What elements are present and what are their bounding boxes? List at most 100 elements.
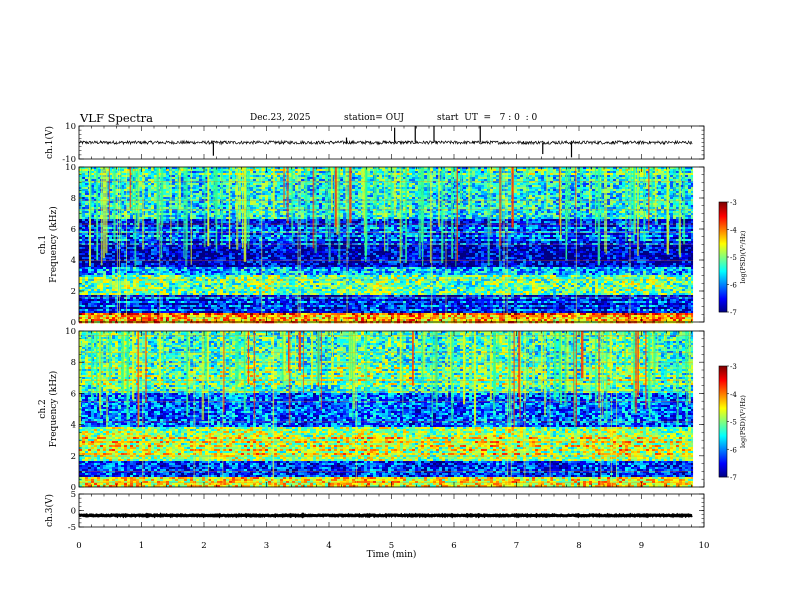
ch1-spectrogram-streak — [292, 167, 293, 242]
ch2-spectrogram-streak — [648, 331, 649, 408]
ch1-spectrogram-streak — [362, 167, 364, 218]
ch2-spectrogram-streak — [451, 331, 453, 421]
ch2-spectrogram-streak — [633, 331, 635, 412]
ch2-spectrogram-streak — [494, 331, 496, 397]
ch2-spectrogram-colorbar — [719, 366, 727, 477]
ch2-spectrogram-streak — [139, 331, 140, 426]
ch2-spectrogram-streak — [365, 331, 367, 397]
ch1-spectrogram-streak — [161, 167, 162, 258]
ch1-spectrogram-streak — [137, 167, 138, 226]
ch2-spectrogram-streak — [321, 331, 322, 410]
ch2-spectrogram-streak — [576, 331, 577, 426]
ch2-spectrogram-streak — [544, 331, 546, 416]
x-tick-label: 6 — [451, 541, 456, 551]
ch2-spectrogram-ylabel2: Frequency (kHz) — [48, 371, 59, 448]
ch1-spectrogram-streak — [625, 167, 626, 242]
ch1-spectrogram-streak — [157, 167, 159, 240]
ch1-spectrogram-streak — [331, 167, 333, 213]
ch2-spectrogram-streak — [602, 331, 603, 418]
colorbar-tick-label: -5 — [730, 254, 737, 262]
ch2-spectrogram-streak — [595, 331, 597, 403]
ch2-spectrogram-streak — [474, 331, 476, 425]
ch2-spectrogram-streak — [637, 331, 639, 397]
ch2-spectrogram-streak — [127, 331, 128, 407]
ch2-spectrogram-streak — [573, 331, 574, 421]
ch1-spectrogram-streak — [637, 167, 639, 256]
ch1-spectrogram-streak — [568, 167, 569, 222]
y-tick-label: 10 — [65, 163, 76, 173]
ch1-spectrogram-streak — [633, 167, 635, 210]
ch2-spectrogram-streak — [649, 331, 651, 418]
ch2-spectrogram-streak — [109, 331, 111, 379]
ch2-spectrogram-streak — [432, 331, 433, 426]
ch1-spectrogram-streak — [679, 167, 680, 257]
ch1-spectrogram-streak — [651, 167, 653, 212]
ch1-spectrogram-streak — [601, 167, 602, 222]
ch1-spectrogram-streak — [213, 167, 215, 206]
ch1-spectrogram-streak — [349, 167, 351, 223]
ch1-spectrogram-streak — [313, 167, 315, 248]
y-tick-label: 0 — [71, 507, 76, 517]
ch2-spectrogram-streak — [598, 331, 599, 408]
y-tick-label: 4 — [71, 256, 76, 266]
ch2-spectrogram-ylabel: ch.2 — [38, 399, 48, 418]
ch1-spectrogram-streak — [345, 167, 347, 212]
ch2-spectrogram-streak — [559, 331, 561, 393]
ch1-spectrogram-streak — [215, 167, 216, 224]
ch1-spectrogram-streak — [236, 167, 238, 250]
ch2-spectrogram-streak — [248, 331, 249, 384]
ch2-spectrogram-streak — [353, 331, 355, 409]
ch1-spectrogram-streak — [451, 167, 453, 259]
ch2-spectrogram-streak — [541, 331, 543, 392]
ch2-spectrogram-streak — [653, 331, 655, 385]
ch1-spectrogram-streak — [394, 167, 396, 216]
ch1-spectrogram-streak — [132, 167, 133, 214]
colorbar-tick-label: -7 — [730, 309, 737, 317]
ch2-spectrogram-streak — [288, 331, 289, 371]
ch1-spectrogram-streak — [179, 167, 181, 209]
ch2-spectrogram-streak — [332, 331, 333, 383]
x-tick-label: 1 — [139, 541, 144, 551]
ch1-spectrogram-streak — [284, 167, 285, 208]
ch2-spectrogram-streak — [436, 331, 438, 410]
ch1-spectrogram-streak — [314, 167, 316, 253]
ch2-spectrogram-streak — [186, 331, 188, 416]
colorbar-tick-label: -7 — [730, 474, 737, 482]
ch2-spectrogram-streak — [497, 331, 499, 365]
x-tick-label: 10 — [699, 541, 710, 551]
ch1-spectrogram-streak — [305, 167, 306, 212]
ch2-spectrogram-streak — [561, 331, 562, 387]
ch1-spectrogram-streak — [526, 167, 528, 226]
ch2-spectrogram-streak — [412, 331, 414, 386]
ch2-spectrogram-streak — [91, 331, 93, 398]
ch1-spectrogram-streak — [207, 167, 209, 246]
ch2-spectrogram-streak — [645, 331, 646, 409]
y-tick-label: -5 — [68, 523, 76, 533]
x-tick-label: 7 — [514, 541, 519, 551]
ch2-spectrogram-streak — [422, 331, 423, 388]
ch2-spectrogram-streak — [159, 331, 161, 387]
y-tick-label: 5 — [71, 490, 76, 500]
vlf-spectra-figure: 10-10ch.1(V)-3-4-5-6-7log(PSD)(V²/Hz)024… — [0, 0, 792, 612]
ch1-spectrogram-streak — [457, 167, 458, 261]
ch1-spectrogram-streak — [648, 167, 649, 231]
ch1-spectrogram-streak — [499, 167, 501, 246]
y-tick-label: 6 — [71, 389, 76, 399]
ch2-spectrogram-streak — [447, 331, 449, 398]
ch2-spectrogram-streak — [163, 331, 164, 399]
ch2-spectrogram-streak — [490, 331, 492, 400]
y-tick-label: 10 — [65, 122, 76, 132]
ch2-spectrogram-streak — [106, 331, 107, 428]
ch1-spectrogram-ylabel: ch.1 — [38, 235, 48, 254]
ch2-spectrogram-streak — [677, 331, 679, 425]
ch2-spectrogram-streak — [509, 331, 510, 423]
x-axis-label: Time (min) — [367, 549, 417, 560]
ch2-spectrogram-streak — [434, 331, 435, 398]
ch2-spectrogram-streak — [303, 331, 304, 393]
ch2-spectrogram-streak — [689, 331, 691, 404]
y-tick-label: 4 — [71, 421, 76, 431]
ch1-spectrogram-streak — [390, 167, 392, 216]
ch1-spectrogram-streak — [490, 167, 491, 235]
y-tick-label: 6 — [71, 225, 76, 235]
x-tick-label: 0 — [76, 541, 81, 551]
